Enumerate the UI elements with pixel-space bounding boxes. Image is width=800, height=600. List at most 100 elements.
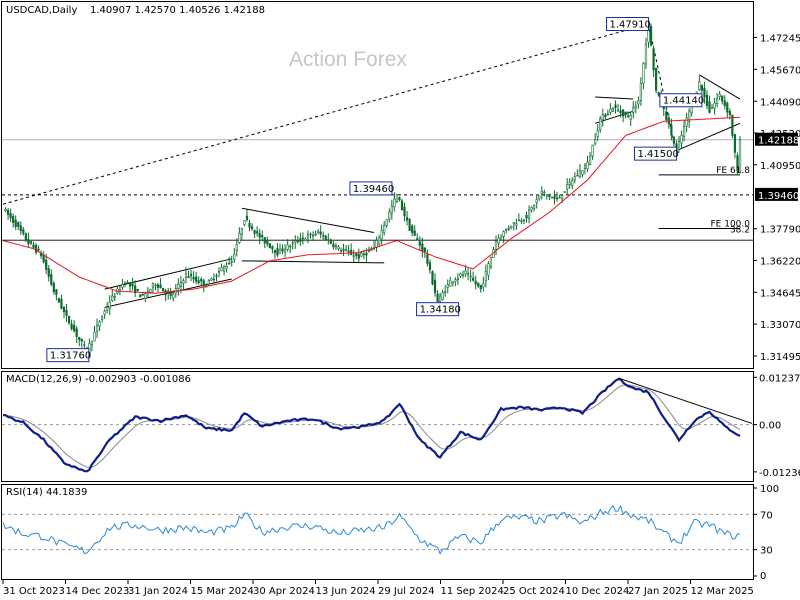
candle-body [289, 245, 292, 248]
price-tick-label: 1.45670 [760, 65, 800, 76]
candle-body [619, 110, 622, 114]
candle-body [296, 240, 299, 243]
candle-body [655, 67, 658, 91]
candle-body [736, 155, 739, 172]
candle-body [583, 165, 587, 169]
macd-label: MACD(12,26,9) -0.002903 -0.001086 [6, 374, 191, 385]
candle-body [413, 230, 416, 236]
candle-body [324, 235, 327, 241]
candle-body [207, 280, 210, 285]
candle-body [169, 292, 172, 297]
time-tick-label: 11 Sep 2024 [441, 586, 504, 597]
candle-body [459, 273, 462, 277]
candle-body [454, 279, 457, 282]
candle-body [599, 118, 602, 130]
candle-body [136, 288, 139, 291]
candle-body [65, 309, 68, 316]
candle-body [428, 262, 432, 271]
price-annotations: 1.47910 1.44140 1.41500 1.39460 1.34180 1.317… [46, 17, 750, 363]
candle-body [139, 294, 142, 298]
candle-body [439, 295, 442, 302]
candle-body [200, 278, 203, 282]
candle-body [726, 102, 729, 113]
macd-signal-line [2, 384, 741, 469]
candle-body [50, 274, 53, 285]
candle-body [34, 245, 38, 253]
candle-body [614, 104, 617, 108]
time-tick-label: 25 Oct 2024 [503, 586, 565, 597]
candle-body [131, 283, 134, 287]
candle-body [47, 268, 50, 277]
candle-body [121, 284, 124, 288]
candle-body [304, 238, 307, 242]
candle-body [230, 261, 233, 263]
candle-body [159, 284, 162, 289]
candle-body [380, 229, 383, 240]
candle-body [93, 331, 96, 342]
candle-body [106, 306, 109, 311]
candle-body [276, 248, 279, 256]
candle-body [134, 285, 137, 294]
candle-body [611, 108, 615, 112]
candle-body [708, 101, 711, 113]
macd-axis: 0.012375 0.00 -0.012367 [753, 373, 800, 479]
candle-body [141, 294, 144, 296]
candle-body [466, 272, 470, 275]
candle-body [24, 233, 27, 241]
candle-body [268, 243, 271, 249]
candle-body [184, 273, 188, 278]
candle-body [550, 197, 554, 199]
candle-body [728, 111, 731, 116]
candle-body [385, 219, 388, 226]
price-tick-label: 1.44090 [760, 97, 800, 108]
candle-body [705, 94, 709, 106]
candle-body [555, 197, 559, 200]
candle-body [238, 232, 241, 243]
candle-body [588, 156, 592, 165]
candle-body [192, 277, 195, 280]
candle-body [60, 298, 63, 309]
candle-body [291, 242, 294, 244]
candle-body [591, 144, 594, 157]
candle-body [680, 134, 683, 144]
price-panel-frame [1, 1, 754, 369]
fib-label: FE 61.8 [716, 166, 750, 176]
candle-body [548, 194, 551, 197]
candle-body [172, 293, 175, 299]
candle-body [487, 263, 490, 276]
price-annotation-label: 1.44140 [663, 96, 704, 107]
candle-body [563, 191, 566, 193]
candle-body [319, 231, 322, 235]
candle-body [571, 180, 574, 186]
candle-body [283, 249, 287, 253]
candle-body [271, 246, 274, 250]
candle-body [405, 217, 409, 221]
candle-body [235, 243, 238, 252]
rsi-axis: 100 70 30 0 [753, 484, 779, 582]
candle-body [423, 247, 426, 252]
candle-body [494, 240, 498, 250]
candle-body [411, 225, 414, 233]
candle-body [4, 209, 7, 212]
price-tick-label: 1.31495 [760, 352, 800, 363]
time-tick-label: 14 Dec 2023 [66, 586, 130, 597]
candle-body [682, 126, 686, 137]
candle-body [451, 281, 454, 284]
candle-body [240, 228, 243, 235]
candle-body [334, 245, 338, 248]
trendlines [2, 23, 741, 308]
candle-body [670, 124, 673, 136]
candle-body [22, 229, 25, 234]
candle-body [45, 259, 48, 270]
price-annotation-box [659, 93, 703, 108]
candle-body [512, 221, 515, 225]
candle-body [383, 225, 386, 233]
candle-body [479, 284, 482, 290]
watermark: Action Forex [289, 48, 407, 71]
candle-body [6, 210, 10, 215]
candle-body [596, 130, 599, 137]
candle-body [281, 248, 284, 252]
candle-body [95, 325, 99, 332]
price-tick-label: 1.40950 [760, 161, 800, 172]
